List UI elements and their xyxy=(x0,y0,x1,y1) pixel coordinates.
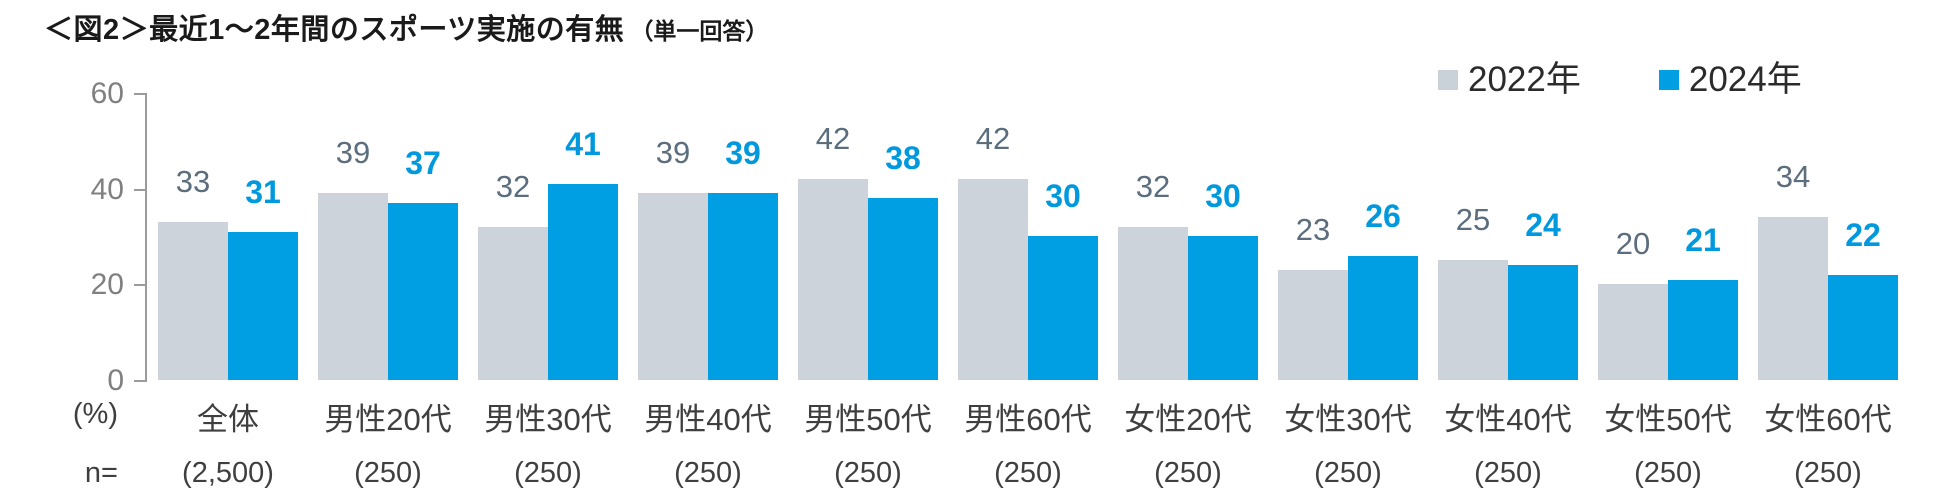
bar-2022年-女性60代 xyxy=(1758,217,1828,380)
value-label-2024年-女性30代: 26 xyxy=(1365,198,1401,234)
category-label-女性20代: 女性20代 xyxy=(1124,402,1252,437)
bar-2024年-女性20代 xyxy=(1188,236,1258,380)
value-label-2024年-全体: 31 xyxy=(245,174,281,210)
bar-2022年-男性40代 xyxy=(638,193,708,380)
n-value-男性20代: (250) xyxy=(354,457,422,489)
y-tick-mark xyxy=(134,93,145,95)
bar-2022年-女性40代 xyxy=(1438,260,1508,380)
n-value-全体: (2,500) xyxy=(182,457,274,489)
chart-subtitle: （単一回答） xyxy=(630,18,769,44)
bar-2022年-女性30代 xyxy=(1278,270,1348,380)
n-value-女性30代: (250) xyxy=(1314,457,1382,489)
legend-label: 2022年 xyxy=(1468,60,1581,99)
value-label-2024年-男性50代: 38 xyxy=(885,140,921,176)
value-label-2022年-男性20代: 39 xyxy=(335,135,371,170)
category-label-男性40代: 男性40代 xyxy=(644,402,772,437)
y-tick-label: 0 xyxy=(107,364,124,397)
value-label-2022年-男性30代: 32 xyxy=(495,169,531,204)
n-value-男性60代: (250) xyxy=(994,457,1062,489)
value-label-2024年-男性30代: 41 xyxy=(565,126,601,162)
value-label-2022年-男性60代: 42 xyxy=(975,121,1011,156)
y-tick-label: 20 xyxy=(90,268,124,302)
y-tick-mark xyxy=(134,284,145,287)
bar-2024年-女性60代 xyxy=(1828,275,1898,380)
bar-2024年-男性20代 xyxy=(388,203,458,380)
bar-2024年-男性30代 xyxy=(548,184,618,380)
page-title: ＜図2＞最近1～2年間のスポーツ実施の有無 （単一回答） xyxy=(44,6,768,48)
bar-2024年-女性30代 xyxy=(1348,256,1418,380)
bar-2024年-女性50代 xyxy=(1668,280,1738,380)
value-label-2022年-女性30代: 23 xyxy=(1295,212,1331,247)
value-label-2024年-男性20代: 37 xyxy=(405,145,441,181)
legend: 2022年 2024年 xyxy=(1438,62,1802,97)
category-label-女性50代: 女性50代 xyxy=(1604,402,1732,437)
n-value-女性40代: (250) xyxy=(1474,457,1542,489)
bar-2022年-全体 xyxy=(158,222,228,380)
value-label-2022年-男性40代: 39 xyxy=(655,135,691,170)
category-label-男性20代: 男性20代 xyxy=(324,402,452,437)
n-value-男性30代: (250) xyxy=(514,457,582,489)
y-tick-label: 40 xyxy=(90,172,124,206)
n-value-女性60代: (250) xyxy=(1794,457,1862,489)
legend-swatch-icon xyxy=(1438,69,1458,90)
bar-2022年-男性60代 xyxy=(958,179,1028,380)
bar-2024年-全体 xyxy=(228,232,298,380)
bar-2022年-男性30代 xyxy=(478,227,548,380)
value-label-2024年-女性20代: 30 xyxy=(1205,178,1241,214)
n-value-男性50代: (250) xyxy=(834,457,902,489)
bar-2022年-男性50代 xyxy=(798,179,868,380)
category-label-男性60代: 男性60代 xyxy=(964,402,1092,437)
bar-2024年-男性60代 xyxy=(1028,236,1098,380)
chart-title: ＜図2＞最近1～2年間のスポーツ実施の有無 xyxy=(44,14,625,46)
n-value-女性20代: (250) xyxy=(1154,457,1222,489)
legend-label: 2024年 xyxy=(1688,60,1802,99)
legend-item-2022年: 2022年 xyxy=(1438,62,1581,97)
category-label-女性40代: 女性40代 xyxy=(1444,402,1572,437)
value-label-2022年-女性40代: 25 xyxy=(1455,202,1491,237)
category-label-女性60代: 女性60代 xyxy=(1764,402,1892,437)
category-label-男性30代: 男性30代 xyxy=(484,402,612,437)
value-label-2022年-男性50代: 42 xyxy=(815,121,851,156)
value-label-2022年-全体: 33 xyxy=(175,164,211,199)
n-value-男性40代: (250) xyxy=(674,457,742,489)
value-label-2024年-女性50代: 21 xyxy=(1685,222,1721,258)
bar-2022年-男性20代 xyxy=(318,193,388,380)
bar-2024年-女性40代 xyxy=(1508,265,1578,380)
y-tick-mark xyxy=(134,380,145,382)
bar-2024年-男性40代 xyxy=(708,193,778,380)
value-label-2024年-男性60代: 30 xyxy=(1045,178,1081,214)
value-label-2022年-女性60代: 34 xyxy=(1775,159,1811,194)
category-label-女性30代: 女性30代 xyxy=(1284,402,1412,437)
percent-unit-label: (%) xyxy=(72,398,118,430)
n-prefix-label: n= xyxy=(84,457,118,489)
bar-2024年-男性50代 xyxy=(868,198,938,380)
value-label-2022年-女性50代: 20 xyxy=(1615,226,1651,261)
value-label-2024年-女性60代: 22 xyxy=(1845,217,1881,253)
bar-2022年-女性20代 xyxy=(1118,227,1188,380)
category-label-男性50代: 男性50代 xyxy=(804,402,932,437)
value-label-2024年-男性40代: 39 xyxy=(725,135,761,171)
category-label-全体: 全体 xyxy=(197,402,259,437)
y-axis-line xyxy=(145,93,147,382)
legend-swatch-icon xyxy=(1658,69,1679,90)
y-tick-mark xyxy=(134,188,145,191)
bar-2022年-女性50代 xyxy=(1598,284,1668,380)
y-tick-label: 60 xyxy=(90,77,124,110)
legend-item-2024年: 2024年 xyxy=(1658,60,1802,99)
n-value-女性50代: (250) xyxy=(1634,457,1702,489)
value-label-2022年-女性20代: 32 xyxy=(1135,169,1171,204)
value-label-2024年-女性40代: 24 xyxy=(1525,207,1561,243)
